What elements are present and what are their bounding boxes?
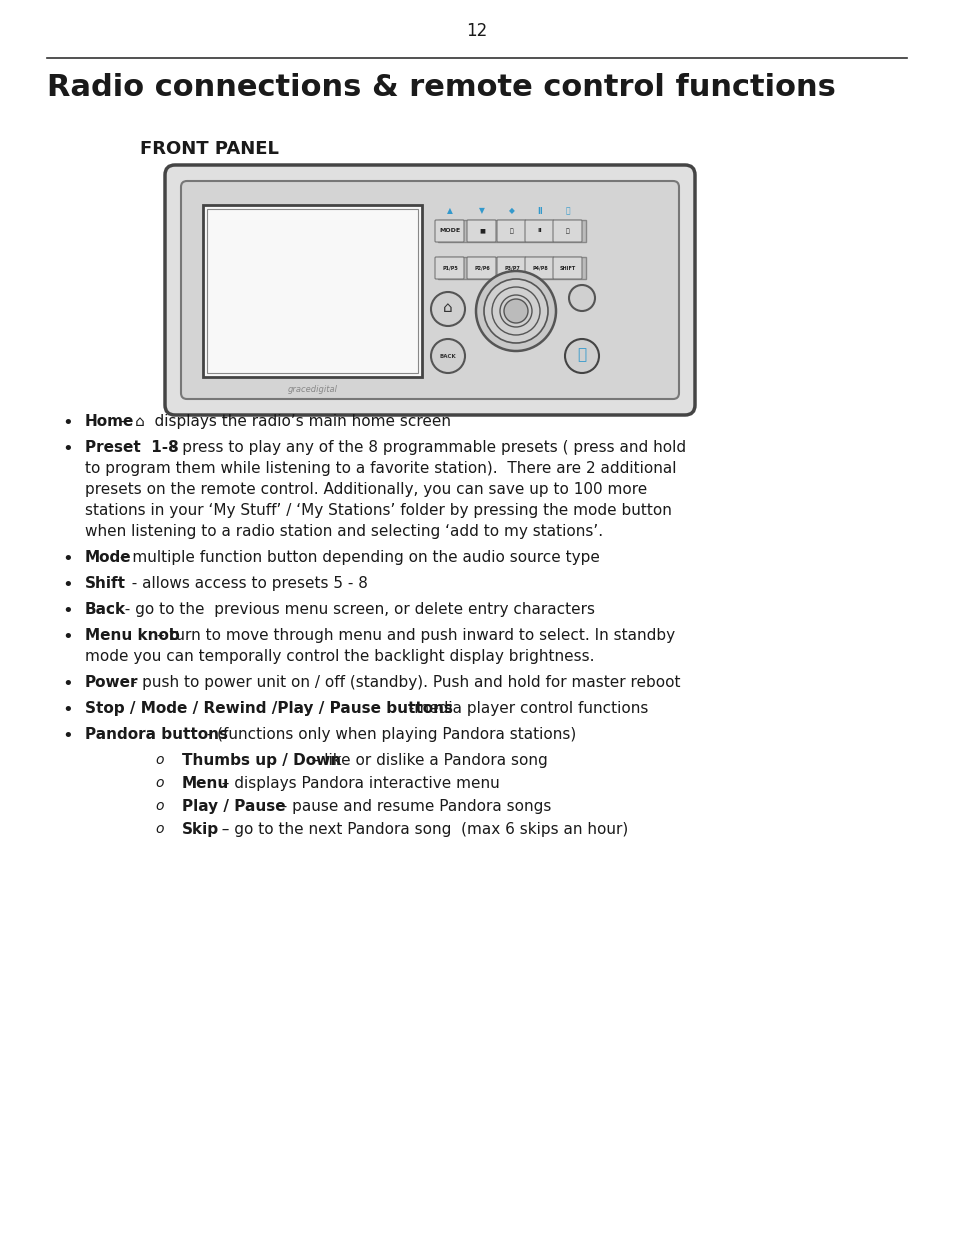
Text: Home: Home bbox=[85, 414, 134, 429]
Circle shape bbox=[431, 292, 464, 326]
Circle shape bbox=[431, 339, 464, 372]
Text: FRONT PANEL: FRONT PANEL bbox=[140, 140, 278, 158]
FancyBboxPatch shape bbox=[165, 165, 695, 415]
Text: – turn to move through menu and push inward to select. In standby: – turn to move through menu and push inw… bbox=[152, 628, 675, 642]
Text: ▼: ▼ bbox=[478, 206, 484, 215]
Text: o: o bbox=[154, 799, 163, 812]
Text: ⏮: ⏮ bbox=[510, 229, 514, 234]
Text: Stop / Mode / Rewind /Play / Pause buttons: Stop / Mode / Rewind /Play / Pause butto… bbox=[85, 701, 453, 716]
Text: P3/P7: P3/P7 bbox=[503, 265, 519, 270]
FancyBboxPatch shape bbox=[524, 258, 554, 279]
Text: ■: ■ bbox=[478, 229, 484, 234]
Text: ⌂: ⌂ bbox=[443, 300, 453, 315]
Text: – multiple function button depending on the audio source type: – multiple function button depending on … bbox=[114, 550, 599, 565]
Text: •: • bbox=[62, 701, 72, 719]
Text: ⏭: ⏭ bbox=[565, 206, 570, 215]
Text: ⏻: ⏻ bbox=[577, 348, 586, 362]
Text: ◆: ◆ bbox=[509, 206, 515, 215]
FancyBboxPatch shape bbox=[467, 258, 496, 279]
Circle shape bbox=[503, 299, 527, 322]
Text: Skip: Skip bbox=[182, 822, 219, 838]
Text: - pause and resume Pandora songs: - pause and resume Pandora songs bbox=[272, 799, 551, 814]
Text: •: • bbox=[62, 576, 72, 594]
Text: Menu knob: Menu knob bbox=[85, 628, 179, 642]
Text: P4/P8: P4/P8 bbox=[532, 265, 547, 270]
Text: – go to the next Pandora song  (max 6 skips an hour): – go to the next Pandora song (max 6 ski… bbox=[212, 822, 627, 838]
Text: Shift: Shift bbox=[85, 576, 126, 591]
Text: when listening to a radio station and selecting ‘add to my stations’.: when listening to a radio station and se… bbox=[85, 524, 602, 539]
Text: •: • bbox=[62, 728, 72, 745]
Text: to program them while listening to a favorite station).  There are 2 additional: to program them while listening to a fav… bbox=[85, 461, 676, 476]
Text: - press to play any of the 8 programmable presets ( press and hold: - press to play any of the 8 programmabl… bbox=[167, 440, 686, 455]
Text: Power: Power bbox=[85, 675, 138, 690]
FancyBboxPatch shape bbox=[435, 220, 463, 243]
Text: •: • bbox=[62, 628, 72, 646]
Text: •: • bbox=[62, 602, 72, 620]
Circle shape bbox=[476, 271, 556, 351]
FancyBboxPatch shape bbox=[467, 220, 496, 243]
Text: - push to power unit on / off (standby). Push and hold for master reboot: - push to power unit on / off (standby).… bbox=[122, 675, 680, 690]
Circle shape bbox=[568, 285, 595, 311]
Text: ⏭: ⏭ bbox=[565, 229, 569, 234]
Circle shape bbox=[564, 339, 598, 372]
FancyBboxPatch shape bbox=[553, 258, 581, 279]
Text: o: o bbox=[154, 776, 163, 790]
Text: Radio connections & remote control functions: Radio connections & remote control funct… bbox=[47, 72, 835, 102]
Text: mode you can temporally control the backlight display brightness.: mode you can temporally control the back… bbox=[85, 649, 594, 664]
FancyBboxPatch shape bbox=[553, 220, 581, 243]
Text: ▲: ▲ bbox=[447, 206, 453, 215]
Text: -  ⌂  displays the radio’s main home screen: - ⌂ displays the radio’s main home scree… bbox=[114, 414, 451, 429]
Text: o: o bbox=[154, 822, 163, 836]
FancyBboxPatch shape bbox=[181, 181, 679, 399]
Text: presets on the remote control. Additionally, you can save up to 100 more: presets on the remote control. Additiona… bbox=[85, 482, 646, 498]
Text: – like or dislike a Pandora song: – like or dislike a Pandora song bbox=[301, 752, 547, 768]
Text: - allows access to presets 5 - 8: - allows access to presets 5 - 8 bbox=[122, 576, 368, 591]
Text: SHIFT: SHIFT bbox=[559, 265, 576, 270]
Text: stations in your ‘My Stuff’ / ‘My Stations’ folder by pressing the mode button: stations in your ‘My Stuff’ / ‘My Statio… bbox=[85, 503, 671, 518]
Text: Thumbs up / Down: Thumbs up / Down bbox=[182, 752, 341, 768]
Text: - (functions only when playing Pandora stations): - (functions only when playing Pandora s… bbox=[197, 728, 576, 742]
Circle shape bbox=[483, 279, 547, 342]
FancyBboxPatch shape bbox=[203, 205, 421, 378]
Text: P2/P6: P2/P6 bbox=[474, 265, 489, 270]
Text: – displays Pandora interactive menu: – displays Pandora interactive menu bbox=[212, 776, 499, 791]
Text: Pandora buttons: Pandora buttons bbox=[85, 728, 228, 742]
Text: Back: Back bbox=[85, 602, 126, 618]
FancyBboxPatch shape bbox=[437, 258, 585, 279]
Text: BACK: BACK bbox=[439, 354, 456, 359]
Text: Mode: Mode bbox=[85, 550, 132, 565]
Text: •: • bbox=[62, 550, 72, 568]
Text: MODE: MODE bbox=[439, 229, 460, 234]
Text: Menu: Menu bbox=[182, 776, 229, 791]
FancyBboxPatch shape bbox=[437, 220, 585, 243]
FancyBboxPatch shape bbox=[207, 209, 417, 372]
Text: P1/P5: P1/P5 bbox=[441, 265, 457, 270]
FancyBboxPatch shape bbox=[497, 220, 525, 243]
Text: o: o bbox=[154, 752, 163, 768]
Text: •: • bbox=[62, 675, 72, 692]
Text: II: II bbox=[537, 206, 542, 215]
Text: •: • bbox=[62, 440, 72, 458]
Text: •: • bbox=[62, 414, 72, 432]
Text: 12: 12 bbox=[466, 22, 487, 40]
Text: Preset  1-8: Preset 1-8 bbox=[85, 440, 178, 455]
Text: gracedigital: gracedigital bbox=[287, 385, 337, 394]
FancyBboxPatch shape bbox=[435, 258, 463, 279]
Text: II: II bbox=[537, 229, 542, 234]
Text: - go to the  previous menu screen, or delete entry characters: - go to the previous menu screen, or del… bbox=[114, 602, 595, 618]
FancyBboxPatch shape bbox=[524, 220, 554, 243]
Text: -media player control functions: -media player control functions bbox=[398, 701, 648, 716]
Text: Play / Pause: Play / Pause bbox=[182, 799, 285, 814]
FancyBboxPatch shape bbox=[497, 258, 525, 279]
